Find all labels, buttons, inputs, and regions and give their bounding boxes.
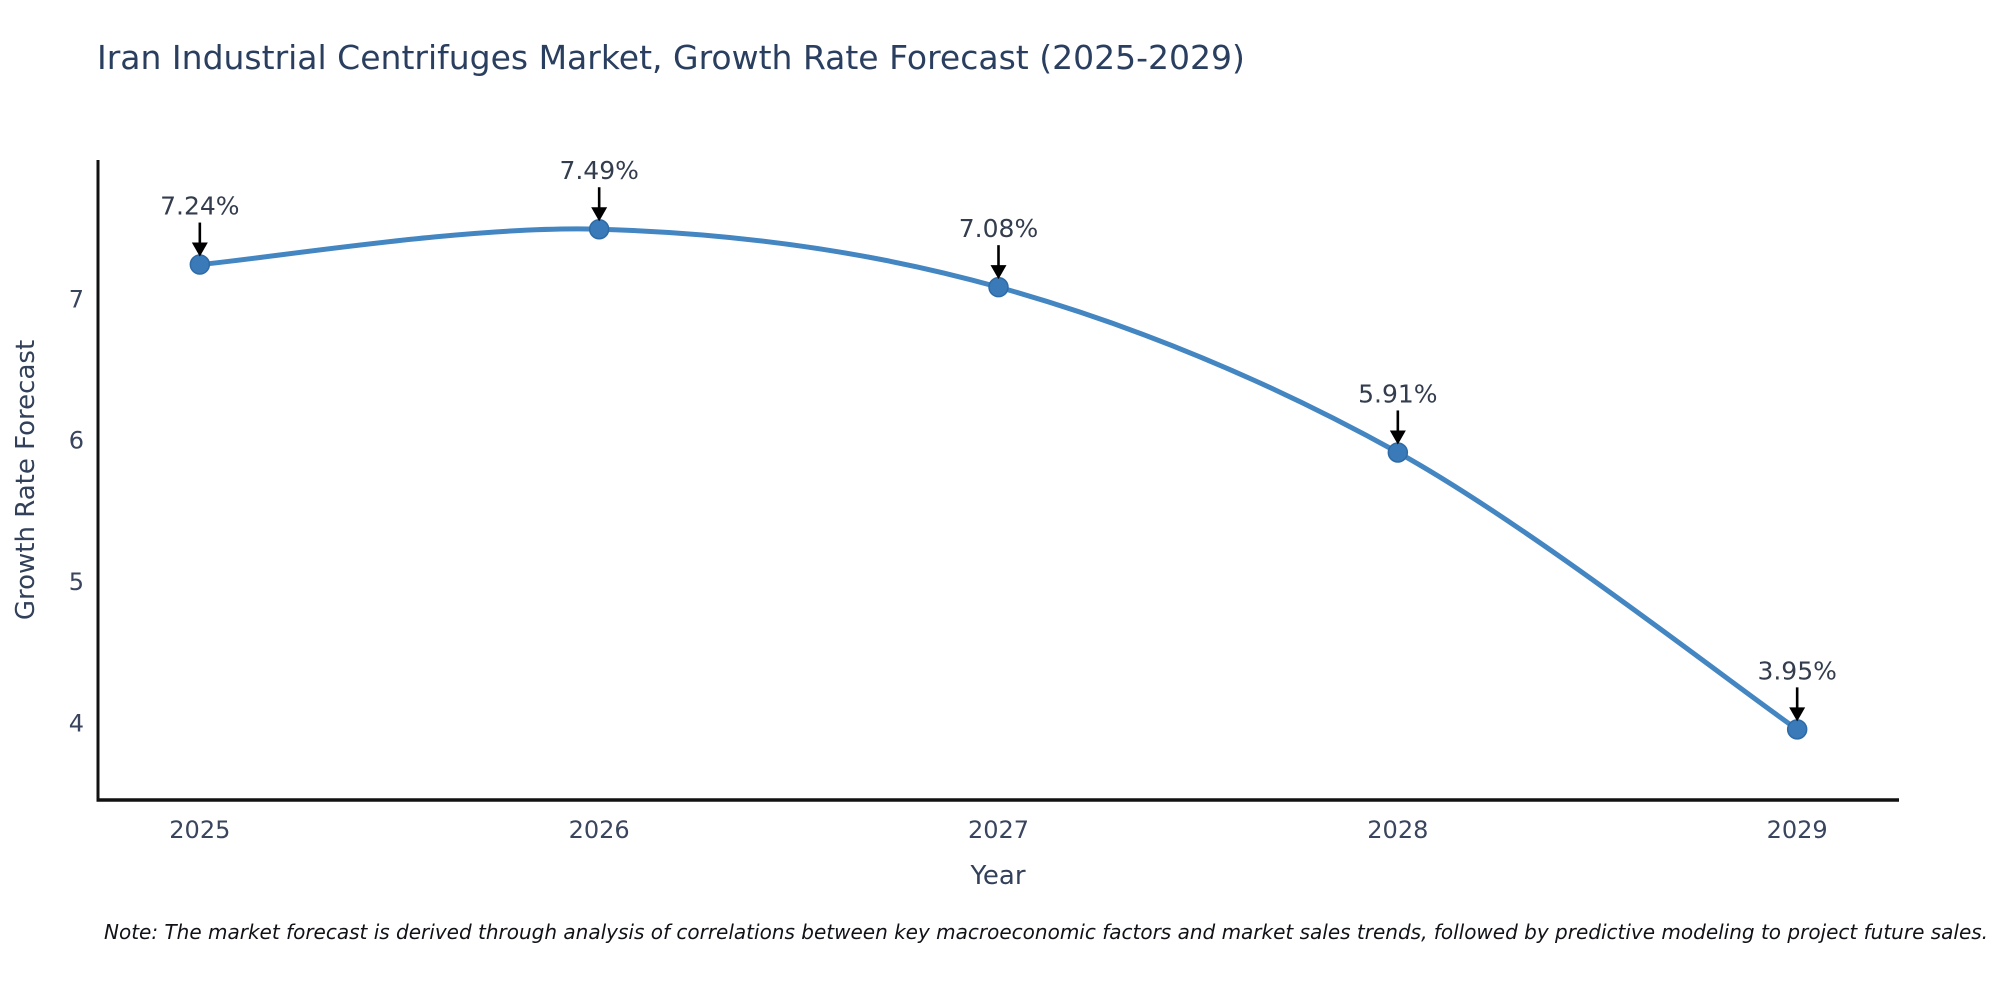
data-point-label: 5.91% xyxy=(1358,379,1437,408)
chart-title: Iran Industrial Centrifuges Market, Grow… xyxy=(97,38,1245,77)
x-tick-label: 2025 xyxy=(169,816,230,844)
annotation-arrow-head xyxy=(591,207,608,222)
x-tick-label: 2029 xyxy=(1767,816,1828,844)
annotation-arrow-head xyxy=(1389,430,1406,445)
data-point-marker xyxy=(1786,719,1808,740)
y-tick-label: 5 xyxy=(69,568,84,596)
x-tick-label: 2027 xyxy=(968,816,1029,844)
plot-area: 4 5 6 7 2025 2026 2027 2028 2029 7.24% 7.49% 7.08% 5… xyxy=(69,156,1899,844)
data-point-label: 7.08% xyxy=(959,214,1038,243)
y-tick-label: 4 xyxy=(69,709,84,737)
x-tick-label: 2028 xyxy=(1367,816,1428,844)
data-point-label: 7.49% xyxy=(559,156,638,185)
x-tick-label: 2026 xyxy=(569,816,630,844)
x-axis-title: Year xyxy=(969,861,1025,891)
data-point-marker xyxy=(588,218,610,240)
data-point-marker xyxy=(988,276,1009,298)
data-point-label: 3.95% xyxy=(1757,656,1836,685)
data-point-marker xyxy=(1387,442,1409,463)
annotation-arrow-head xyxy=(990,265,1007,280)
data-point-label: 7.24% xyxy=(160,192,239,221)
annotation-arrow-head xyxy=(191,242,208,257)
footnote: Note: The market forecast is derived thr… xyxy=(104,920,1989,944)
y-tick-label: 7 xyxy=(69,285,84,313)
y-tick-label: 6 xyxy=(69,427,84,455)
data-point-marker xyxy=(189,254,211,275)
annotation-arrow-head xyxy=(1789,707,1806,722)
y-axis-title: Growth Rate Forecast xyxy=(11,340,41,620)
trend-line xyxy=(197,226,1800,732)
